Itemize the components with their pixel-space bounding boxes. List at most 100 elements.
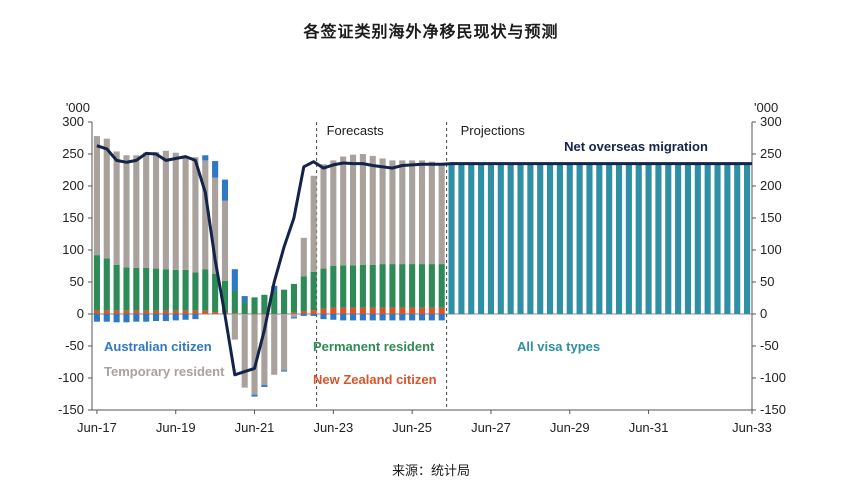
line-group	[96, 144, 752, 377]
bar-all-visa-types	[665, 163, 672, 314]
y-unit-right: '000	[754, 100, 778, 115]
series-line-net-overseas-migration	[96, 144, 752, 377]
bar-all-visa-types	[724, 163, 731, 314]
bar-all-visa-types	[714, 163, 721, 314]
bar-new-zealand-citizen	[369, 307, 376, 314]
bar-temporary-resident	[261, 314, 268, 386]
y-tick-label-left: -100	[58, 370, 84, 385]
bar-permanent-resident	[172, 269, 179, 311]
bar-permanent-resident	[418, 264, 426, 308]
bar-temporary-resident	[231, 314, 238, 340]
bar-new-zealand-citizen	[123, 310, 130, 314]
bar-new-zealand-citizen	[310, 310, 317, 314]
bar-permanent-resident	[389, 264, 396, 308]
bar-australian-citizen	[93, 314, 100, 322]
bar-australian-citizen	[438, 314, 445, 321]
bar-temporary-resident	[133, 155, 140, 268]
x-tick-label: Jun-23	[313, 420, 353, 435]
bar-australian-citizen	[290, 317, 297, 319]
bar-permanent-resident	[379, 264, 386, 308]
bar-new-zealand-citizen	[113, 310, 120, 314]
bar-new-zealand-citizen	[162, 310, 169, 314]
bar-permanent-resident	[123, 267, 130, 311]
bar-permanent-resident	[438, 264, 445, 308]
bar-permanent-resident	[93, 255, 100, 311]
bar-australian-citizen	[133, 314, 140, 322]
bar-all-visa-types	[615, 163, 623, 314]
bar-permanent-resident	[399, 264, 406, 308]
bar-australian-citizen	[349, 314, 357, 321]
bar-all-visa-types	[744, 163, 751, 314]
bar-all-visa-types	[655, 163, 662, 314]
y-tick-label-right: 200	[760, 178, 782, 193]
bar-temporary-resident	[379, 158, 386, 265]
bar-australian-citizen	[103, 314, 110, 322]
bar-permanent-resident	[202, 269, 209, 311]
bar-australian-citizen	[202, 155, 209, 161]
bar-australian-citizen	[281, 370, 288, 372]
y-tick-label-right: 150	[760, 210, 782, 225]
bar-all-visa-types	[645, 163, 652, 314]
bar-temporary-resident	[349, 154, 357, 266]
bar-permanent-resident	[231, 290, 238, 314]
bar-temporary-resident	[182, 157, 189, 270]
bar-australian-citizen	[123, 314, 130, 323]
bar-new-zealand-citizen	[93, 310, 100, 314]
y-tick-label-left: -150	[58, 402, 84, 417]
forecasts-label: Forecasts	[327, 123, 385, 138]
bar-australian-citizen	[409, 314, 416, 321]
bar-permanent-resident	[152, 268, 160, 311]
bar-australian-citizen	[143, 314, 150, 322]
bar-australian-citizen	[192, 314, 199, 320]
bar-all-visa-types	[517, 163, 524, 314]
y-tick-label-right: 50	[760, 274, 774, 289]
bar-all-visa-types	[468, 163, 475, 314]
bar-australian-citizen	[241, 296, 248, 303]
bar-temporary-resident	[103, 138, 110, 259]
bar-all-visa-types	[547, 163, 554, 314]
source-note: 来源：统计局	[391, 464, 470, 479]
bar-all-visa-types	[606, 163, 613, 314]
bar-permanent-resident	[320, 268, 327, 309]
bar-australian-citizen	[261, 385, 268, 387]
bar-all-visa-types	[684, 163, 692, 314]
bar-permanent-resident	[162, 269, 169, 311]
bar-australian-citizen	[399, 314, 406, 321]
bar-new-zealand-citizen	[290, 312, 297, 314]
bar-temporary-resident	[172, 152, 179, 270]
y-tick-label-left: 50	[70, 274, 84, 289]
bar-temporary-resident	[93, 136, 100, 256]
bar-temporary-resident	[438, 162, 445, 265]
line-label: Net overseas migration	[564, 139, 708, 154]
bar-australian-citizen	[113, 314, 120, 323]
bar-australian-citizen	[320, 314, 327, 320]
x-tick-label: Jun-21	[235, 420, 275, 435]
bar-permanent-resident	[330, 266, 337, 308]
bar-new-zealand-citizen	[133, 310, 140, 314]
bar-permanent-resident	[182, 269, 189, 311]
legend-australian-citizen: Australian citizen	[104, 339, 212, 354]
y-tick-label-right: 250	[760, 146, 782, 161]
bar-new-zealand-citizen	[251, 314, 258, 315]
labels-group: -150 -150 -100 -100 -50 -50 0 0 50 50 100 100 150 150…	[58, 100, 786, 435]
bar-permanent-resident	[271, 290, 278, 314]
bar-temporary-resident	[212, 177, 219, 274]
bar-temporary-resident	[330, 160, 337, 266]
bar-all-visa-types	[675, 163, 682, 314]
x-tick-label: Jun-17	[77, 420, 117, 435]
legend-all-visa-types: All visa types	[517, 339, 600, 354]
bar-temporary-resident	[399, 160, 406, 265]
bar-temporary-resident	[251, 314, 258, 395]
chart-axes	[88, 121, 756, 414]
bar-temporary-resident	[418, 160, 426, 265]
bar-all-visa-types	[704, 163, 711, 314]
bar-permanent-resident	[251, 297, 258, 314]
bar-new-zealand-citizen	[103, 310, 110, 314]
bar-australian-citizen	[212, 161, 219, 178]
x-tick-label: Jun-31	[629, 420, 669, 435]
bar-temporary-resident	[143, 152, 150, 268]
bar-permanent-resident	[113, 264, 120, 311]
y-tick-label-right: -50	[760, 338, 779, 353]
bar-temporary-resident	[300, 237, 307, 277]
